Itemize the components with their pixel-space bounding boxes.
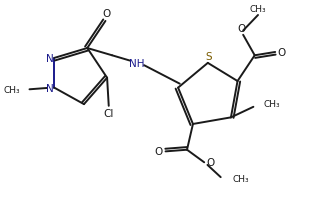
Text: O: O [278,48,286,58]
Text: O: O [155,147,163,157]
Text: CH₃: CH₃ [263,99,280,109]
Text: CH₃: CH₃ [250,5,266,14]
Text: O: O [207,158,215,167]
Text: N: N [46,54,54,64]
Text: O: O [238,24,246,34]
Text: O: O [102,9,111,19]
Text: S: S [205,51,212,61]
Text: Cl: Cl [104,109,114,118]
Text: CH₃: CH₃ [4,85,20,94]
Text: CH₃: CH₃ [232,174,249,183]
Text: NH: NH [129,58,145,68]
Text: N: N [46,83,54,93]
